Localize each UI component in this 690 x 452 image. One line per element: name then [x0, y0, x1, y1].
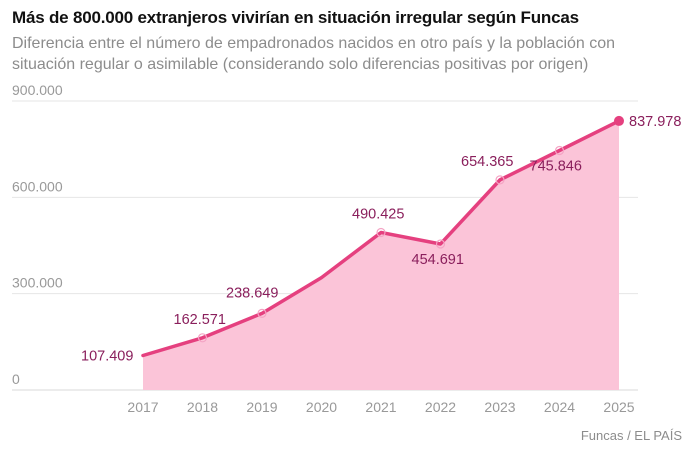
- area-fill: [143, 120, 619, 390]
- data-point-marker: [376, 227, 386, 238]
- x-tick-label: 2024: [544, 399, 575, 415]
- data-label: 654.365: [461, 154, 513, 170]
- data-point-marker: [257, 308, 267, 318]
- data-point-marker: [495, 175, 505, 185]
- x-tick-label: 2025: [603, 399, 634, 415]
- x-tick-label: 2020: [306, 399, 337, 415]
- data-point-marker: [197, 333, 208, 343]
- data-label: 162.571: [174, 312, 226, 328]
- data-label: 745.846: [530, 159, 582, 175]
- data-point-marker: [554, 145, 565, 156]
- x-tick-label: 2023: [484, 399, 515, 415]
- series-line: [141, 119, 621, 358]
- data-point-marker: [435, 239, 446, 249]
- x-tick-label: 2019: [246, 399, 277, 415]
- data-label: 107.409: [81, 349, 133, 365]
- chart-title: Más de 800.000 extranjeros vivirían en s…: [12, 8, 579, 27]
- data-label: 238.649: [226, 285, 278, 301]
- y-tick-label: 0: [12, 371, 20, 387]
- x-tick-label: 2021: [365, 399, 396, 415]
- y-tick-label: 900.000: [12, 82, 63, 98]
- x-tick-label: 2022: [425, 399, 456, 415]
- end-point-marker: [614, 115, 624, 126]
- source-credit: Funcas / EL PAÍS: [580, 428, 682, 443]
- data-label: 490.425: [352, 207, 404, 223]
- x-tick-label: 2018: [187, 399, 218, 415]
- y-tick-label: 600.000: [12, 178, 63, 194]
- chart-subtitle: Diferencia entre el número de empadronad…: [12, 35, 616, 73]
- x-tick-label: 2017: [127, 399, 158, 415]
- data-label: 837.978: [629, 114, 681, 130]
- data-label: 454.691: [412, 252, 464, 268]
- y-tick-label: 300.000: [12, 275, 63, 291]
